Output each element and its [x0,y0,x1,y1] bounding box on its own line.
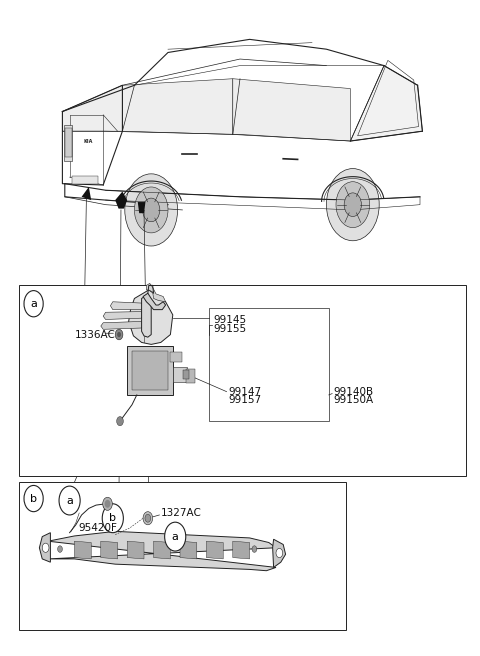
Circle shape [145,514,151,522]
Text: 99150A: 99150A [334,395,374,405]
Circle shape [24,291,43,317]
Circle shape [125,174,178,246]
Text: a: a [172,531,179,542]
Text: 99157: 99157 [228,395,261,405]
Circle shape [143,512,153,525]
Polygon shape [146,283,166,302]
Polygon shape [206,541,223,559]
Text: a: a [66,495,73,506]
Circle shape [102,504,123,533]
Polygon shape [39,533,50,562]
Circle shape [58,546,62,552]
Polygon shape [110,302,143,310]
Polygon shape [154,541,170,559]
Bar [127,346,173,395]
Text: b: b [30,493,37,504]
Circle shape [326,169,379,241]
Polygon shape [233,541,250,559]
Polygon shape [233,79,350,141]
Polygon shape [101,321,143,329]
Polygon shape [142,295,151,337]
Bar [173,367,187,382]
Circle shape [252,546,257,552]
Circle shape [165,522,186,551]
Polygon shape [82,187,91,200]
Circle shape [42,543,49,552]
Text: b: b [109,513,116,523]
Polygon shape [350,66,422,141]
Text: 99145: 99145 [214,315,247,325]
Bar [170,352,182,362]
Text: 99140B: 99140B [334,386,374,397]
Bar [64,125,72,161]
Polygon shape [48,531,276,571]
Text: KIA: KIA [83,138,93,144]
Polygon shape [138,202,145,213]
Polygon shape [129,290,173,344]
Circle shape [143,198,160,222]
Polygon shape [127,541,144,559]
Circle shape [117,417,123,426]
Text: 99147: 99147 [228,386,261,397]
Text: 1336AC: 1336AC [74,329,115,340]
Polygon shape [115,192,127,209]
Bar [186,369,195,383]
Bar [72,176,98,184]
Circle shape [115,329,123,340]
Polygon shape [143,293,166,310]
Polygon shape [273,539,286,567]
Circle shape [24,485,43,512]
Text: 99155: 99155 [214,324,247,335]
Circle shape [59,486,80,515]
Text: 95420F: 95420F [79,523,118,533]
Circle shape [344,193,361,216]
Polygon shape [62,85,122,131]
Polygon shape [180,541,197,559]
Bar [65,128,72,157]
Circle shape [105,500,110,508]
Circle shape [336,182,370,228]
Polygon shape [122,79,233,134]
Bar [19,482,346,630]
Text: a: a [30,298,37,309]
Bar [209,308,329,421]
Circle shape [117,332,121,337]
Polygon shape [74,541,91,559]
Polygon shape [103,312,143,319]
Bar [132,351,168,390]
Bar [19,285,466,476]
Bar [183,370,189,379]
Circle shape [276,548,283,558]
Polygon shape [101,541,118,559]
Circle shape [103,497,112,510]
Circle shape [134,187,168,233]
Text: 1327AC: 1327AC [161,508,202,518]
